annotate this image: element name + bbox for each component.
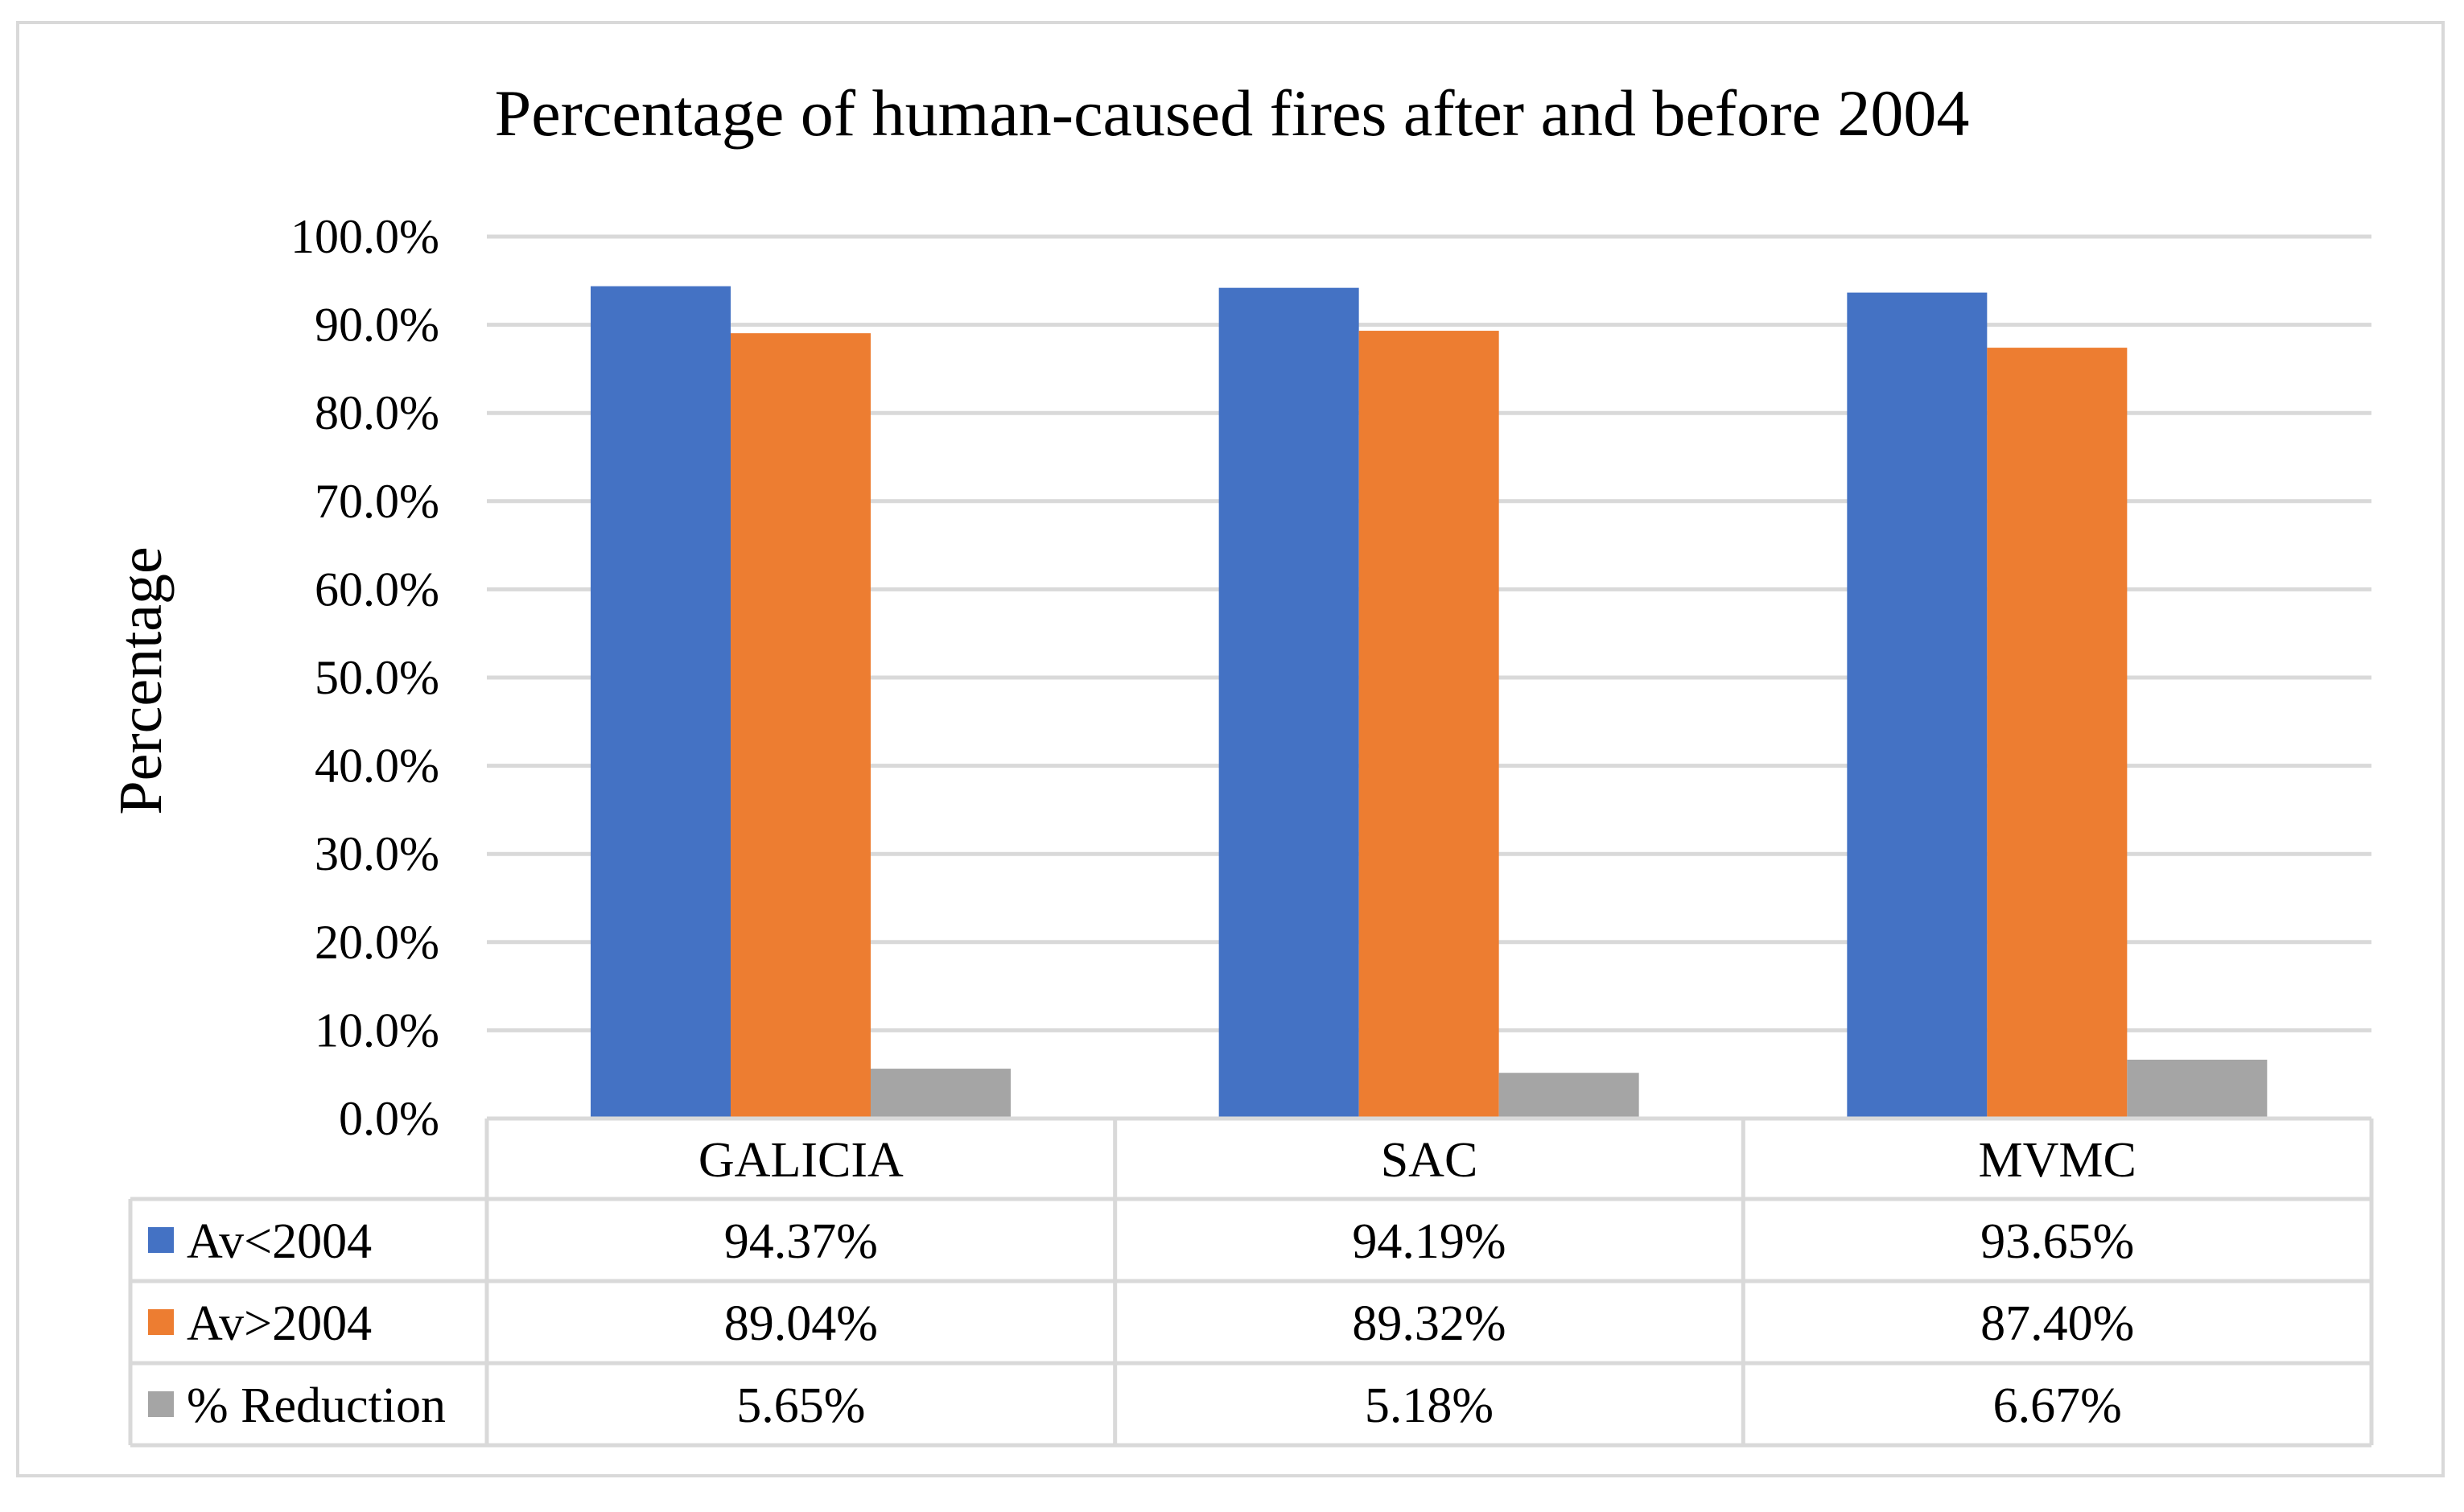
data-table: GALICIA SAC MVMC Av<2004 94.37% 94.19% 93.65% A… (128, 1116, 2374, 1448)
series-name: % Reduction (187, 1378, 446, 1433)
bar--reduction-galicia (871, 1069, 1011, 1119)
y-tick-label: 70.0% (315, 475, 439, 528)
data-value-label: 89.32% (1352, 1296, 1506, 1351)
legend-swatch (148, 1227, 174, 1253)
y-tick-label: 10.0% (315, 1003, 439, 1057)
data-value-label: 94.19% (1352, 1214, 1506, 1269)
y-tick-label: 60.0% (315, 562, 439, 616)
legend-swatch (148, 1309, 174, 1335)
category-label: SAC (1381, 1133, 1478, 1188)
bar-av-2004-mvmc (1987, 348, 2128, 1119)
y-tick-label: 50.0% (315, 651, 439, 704)
data-value-label: 89.04% (724, 1296, 878, 1351)
y-axis-ticks: 0.0% 10.0% 20.0% 30.0% 40.0% 50.0% 60.0% 70.0% 8… (290, 210, 439, 1145)
bar--reduction-sac (1498, 1073, 1639, 1119)
y-tick-label: 100.0% (290, 210, 439, 263)
y-tick-label: 20.0% (315, 916, 439, 969)
bar-av-2004-galicia (731, 333, 871, 1119)
bars (591, 286, 2268, 1119)
series-name: Av<2004 (187, 1214, 372, 1269)
chart-title: Percentage of human-caused fires after a… (495, 76, 1970, 150)
data-value-label: 5.65% (736, 1378, 865, 1433)
bar-av-2004-sac (1358, 331, 1499, 1119)
category-label: GALICIA (698, 1133, 904, 1188)
bar-av-2004-sac (1218, 287, 1359, 1119)
bar-av-2004-mvmc (1847, 292, 1988, 1119)
y-tick-label: 30.0% (315, 827, 439, 880)
data-value-label: 6.67% (1993, 1378, 2122, 1433)
y-tick-label: 0.0% (339, 1092, 439, 1145)
legend-swatch (148, 1391, 174, 1417)
data-value-label: 93.65% (1980, 1214, 2134, 1269)
category-label: MVMC (1978, 1133, 2136, 1188)
data-value-label: 87.40% (1980, 1296, 2134, 1351)
series-name: Av>2004 (187, 1296, 372, 1351)
y-tick-label: 40.0% (315, 740, 439, 793)
y-tick-label: 80.0% (315, 386, 439, 439)
bar--reduction-mvmc (2127, 1059, 2268, 1119)
y-tick-label: 90.0% (315, 299, 439, 352)
y-axis-label: Percentage (107, 546, 175, 814)
data-value-label: 94.37% (724, 1214, 878, 1269)
bar-av-2004-galicia (591, 286, 731, 1119)
data-value-label: 5.18% (1365, 1378, 1494, 1433)
